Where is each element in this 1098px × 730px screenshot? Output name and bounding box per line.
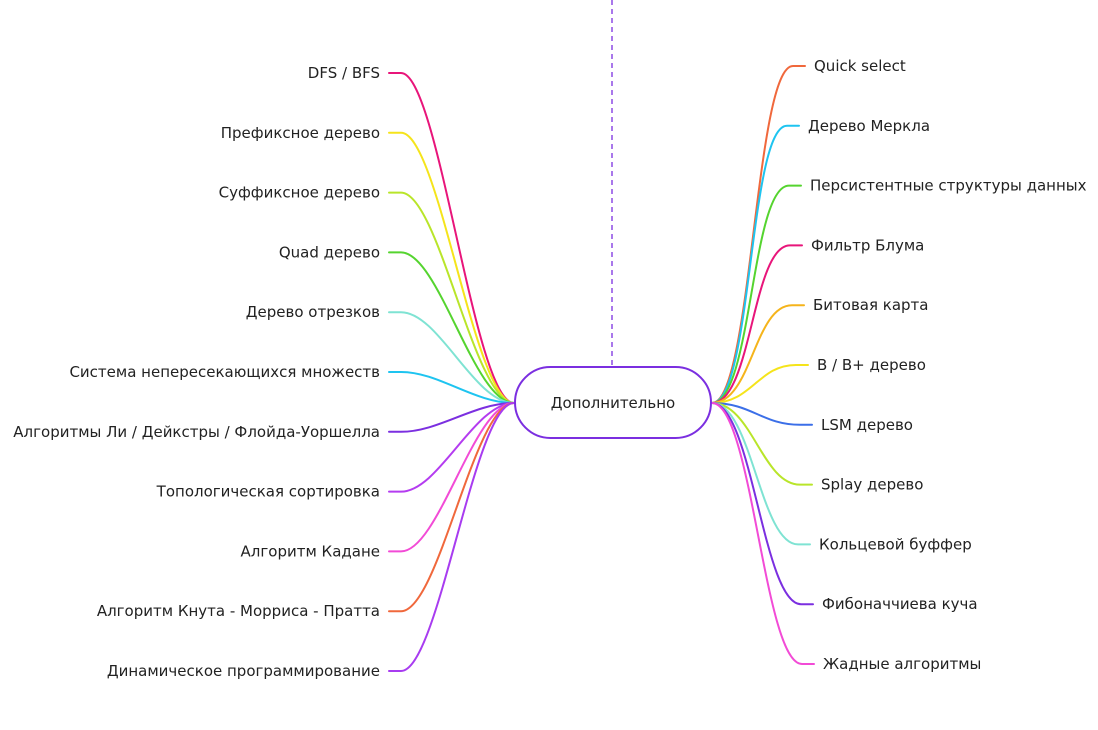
left-branch-label[interactable]: Quad дерево [279, 243, 380, 261]
right-branch-connector [711, 304, 805, 404]
right-branch-connector [711, 184, 802, 404]
right-branch-connector [711, 402, 813, 426]
left-branch-label[interactable]: Префиксное дерево [221, 124, 380, 142]
right-branch-label[interactable]: Персистентные структуры данных [810, 177, 1087, 195]
left-branch-connector [388, 311, 515, 404]
left-branch-connector [388, 402, 515, 672]
left-branch-connector [388, 191, 515, 404]
right-branch-label[interactable]: Quick select [814, 57, 906, 75]
left-branch-connector [388, 402, 515, 493]
left-branch-label[interactable]: Алгоритм Кнута - Морриса - Пратта [97, 602, 380, 620]
left-branch-label[interactable]: Алгоритмы Ли / Дейкстры / Флойда-Уоршелл… [13, 423, 380, 441]
left-branch-label[interactable]: Система непересекающихся множеств [69, 363, 380, 381]
left-branch-label[interactable]: DFS / BFS [308, 64, 380, 82]
left-branch-connector [388, 402, 515, 553]
left-branch-connector [388, 371, 515, 404]
left-branch-label[interactable]: Топологическая сортировка [156, 483, 380, 501]
left-branch-connector [388, 402, 515, 613]
left-branch-label[interactable]: Динамическое программирование [107, 662, 380, 680]
right-branch-connector [711, 364, 809, 404]
right-branch-label[interactable]: Splay дерево [821, 476, 923, 494]
left-branch-connector [388, 72, 515, 404]
center-node-label: Дополнительно [551, 394, 675, 412]
left-branch-connector [388, 402, 515, 433]
right-branch-label[interactable]: Битовая карта [813, 296, 928, 314]
center-node-box [514, 366, 712, 439]
left-branches: DFS / BFS Префиксное дерево Суффиксное дер… [13, 64, 515, 680]
right-branch-label[interactable]: B / B+ дерево [817, 356, 926, 374]
center-node[interactable]: Дополнительно [514, 366, 712, 439]
right-branch-label[interactable]: Фильтр Блума [811, 236, 924, 254]
right-branch-label[interactable]: Дерево Меркла [808, 117, 930, 135]
left-branch-label[interactable]: Суффиксное дерево [219, 184, 380, 202]
right-branch-connector [711, 402, 811, 546]
right-branch-connector [711, 402, 815, 665]
right-branches: Quick select Дерево Меркла Персистентные с… [711, 57, 1087, 673]
right-branch-label[interactable]: Фибоначчиева куча [822, 595, 978, 613]
left-branch-label[interactable]: Дерево отрезков [246, 303, 380, 321]
right-branch-label[interactable]: Кольцевой буффер [819, 535, 972, 553]
right-branch-label[interactable]: Жадные алгоритмы [823, 655, 981, 673]
right-branch-connector [711, 124, 800, 404]
right-branch-connector [711, 402, 814, 606]
right-branch-connector [711, 65, 806, 404]
left-branch-connector [388, 131, 515, 404]
left-branch-connector [388, 251, 515, 404]
right-branch-label[interactable]: LSM дерево [821, 416, 913, 434]
right-branch-connector [711, 402, 813, 486]
left-branch-label[interactable]: Алгоритм Кадане [241, 542, 380, 560]
right-branch-connector [711, 244, 803, 404]
